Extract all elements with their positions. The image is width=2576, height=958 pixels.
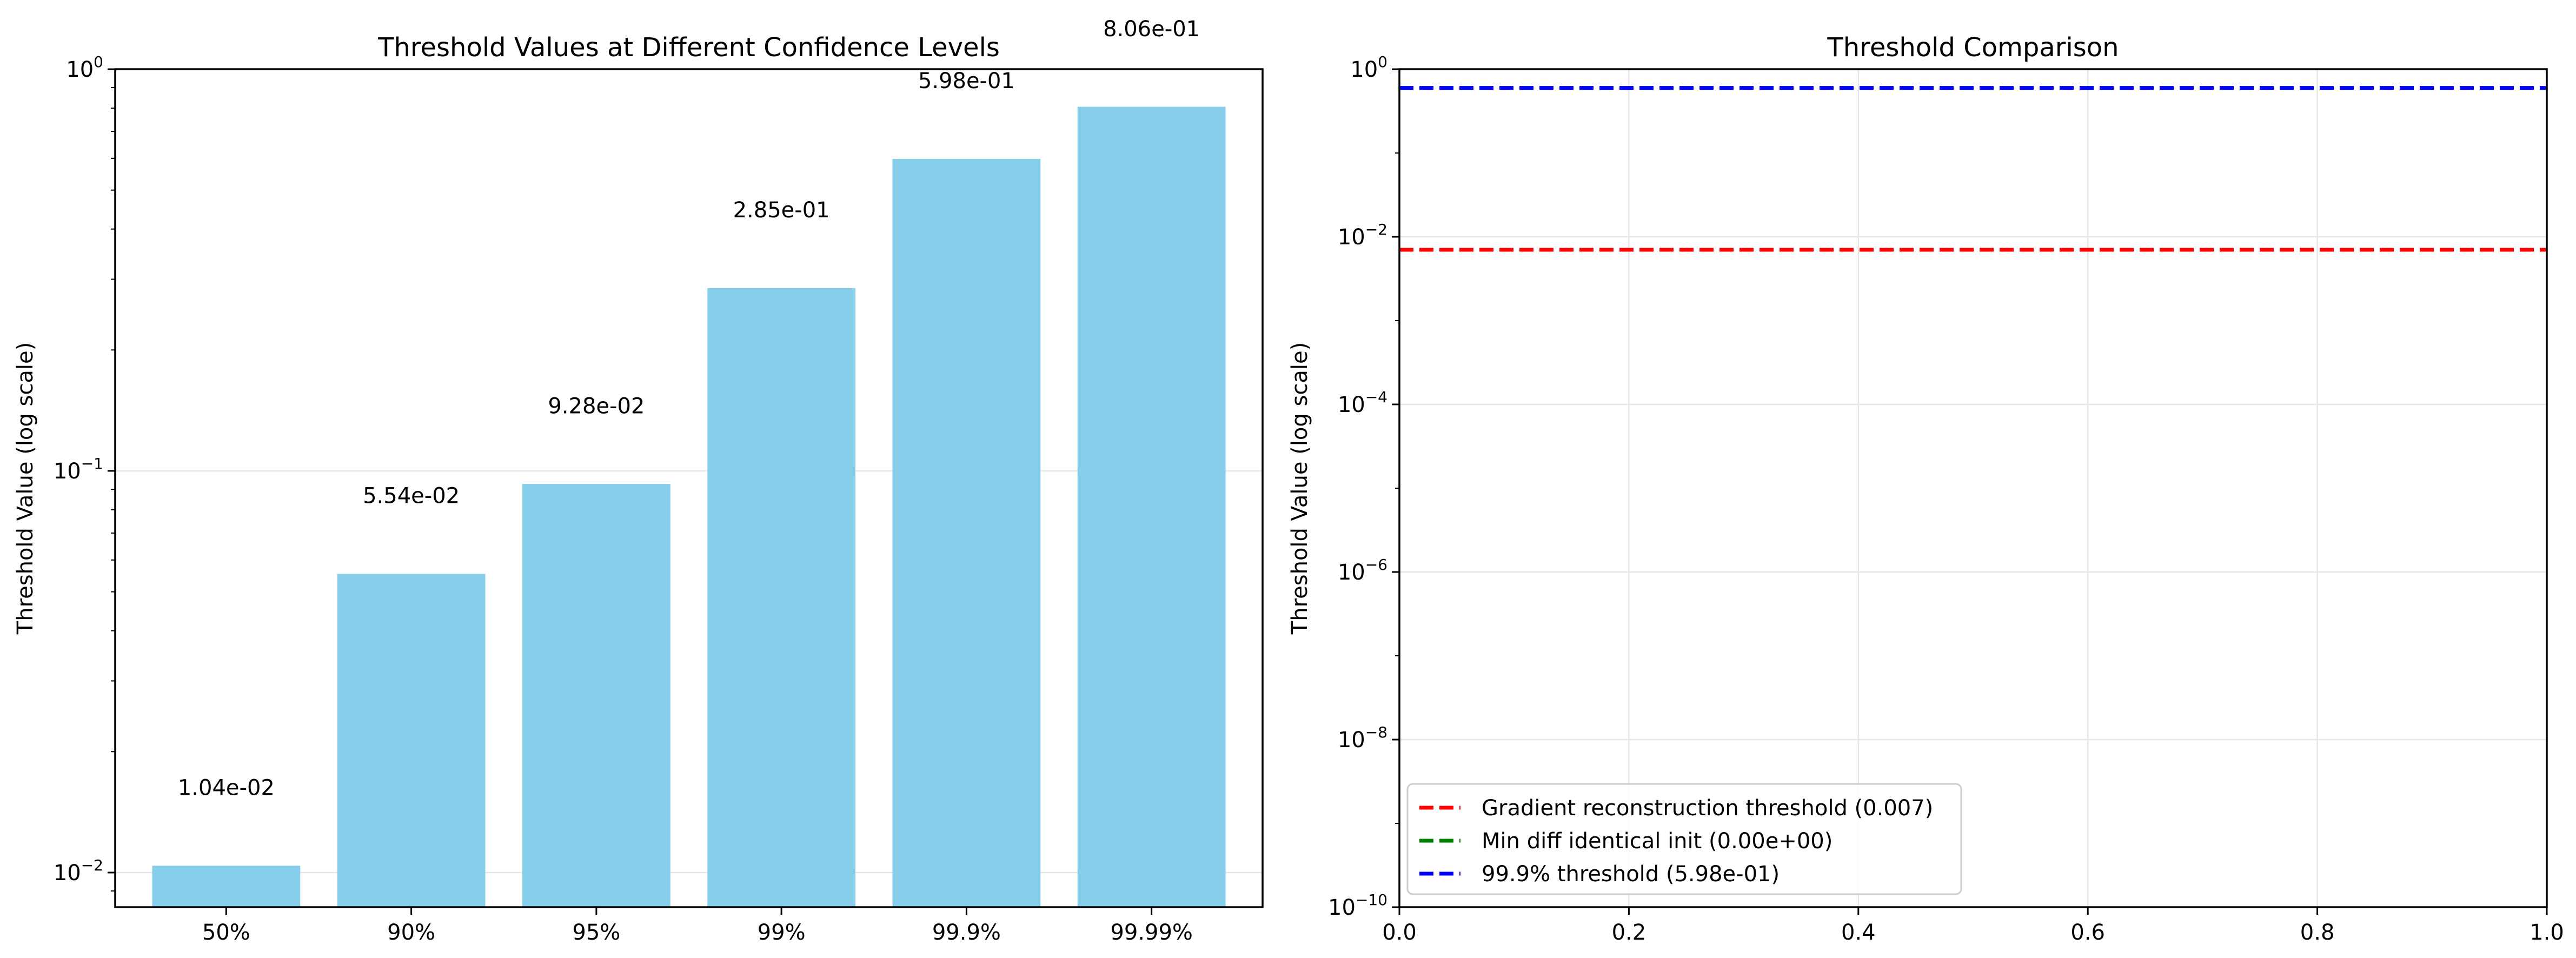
line-chart-y-tick-label: 10−4 [1338, 388, 1387, 417]
bar-chart-x-tick-label: 50% [202, 920, 250, 945]
line-chart-title: Threshold Comparison [1827, 32, 2119, 63]
bar [1077, 107, 1226, 907]
line-chart-y-tick-label: 10−2 [1338, 221, 1387, 250]
legend-entry-label: Min diff identical init (0.00e+00) [1482, 829, 1833, 854]
line-chart-x-tick-label: 0.4 [1841, 920, 1876, 945]
line-chart-y-tick-label: 100 [1350, 53, 1387, 82]
line-chart-x-tick-label: 0.6 [2070, 920, 2105, 945]
line-chart-y-tick-label: 10−8 [1338, 723, 1387, 753]
bar-value-label: 1.04e-02 [178, 775, 275, 800]
line-chart-y-axis-label: Threshold Value (log scale) [1287, 342, 1312, 635]
line-chart-lines [1399, 86, 2547, 252]
line-chart-x-tick-label: 0.0 [1382, 920, 1417, 945]
bar-chart-value-labels: 1.04e-02 5.54e-02 9.28e-02 2.85e-01 5.98e-01… [178, 17, 1200, 801]
bar-chart-x-tick-label: 90% [387, 920, 435, 945]
line-chart-y-ticks: 10−10 10−8 10−6 10−4 10−2 100 [1328, 53, 1399, 920]
bar-value-label: 5.54e-02 [363, 484, 460, 509]
bar-chart-y-tick-label: 10−2 [54, 856, 103, 886]
bar [152, 866, 301, 907]
bar [892, 158, 1041, 908]
bar-value-label: 8.06e-01 [1103, 17, 1200, 42]
bar [337, 574, 486, 907]
line-chart-x-tick-label: 1.0 [2529, 920, 2564, 945]
line-chart-gridlines [1398, 68, 2548, 908]
bar-chart-y-tick-label: 100 [66, 53, 103, 82]
line-chart-panel: 10−10 10−8 10−6 10−4 10−2 100 0.0 0.2 0.4 0.6 0.8… [1287, 32, 2564, 945]
bar-chart-axes-frame [114, 68, 1264, 908]
bar-chart-y-tick-label: 10−1 [54, 455, 103, 484]
bar [522, 484, 670, 907]
bar-chart-panel: 10−2 10−1 100 50% 90% 95% 99% 99.9% 99.99% 1.04… [13, 17, 1264, 945]
line-chart-x-ticks: 0.0 0.2 0.4 0.6 0.8 1.0 [1382, 907, 2564, 945]
bar-value-label: 5.98e-01 [918, 69, 1015, 94]
line-chart-y-tick-label: 10−10 [1328, 891, 1387, 920]
line-chart-axes-frame [1398, 68, 2548, 908]
bar-chart-y-axis-label: Threshold Value (log scale) [13, 342, 38, 635]
bar-chart-x-tick-label: 95% [572, 920, 620, 945]
line-chart-x-tick-label: 0.8 [2300, 920, 2335, 945]
bar-value-label: 9.28e-02 [548, 394, 645, 418]
legend-entry-label: Gradient reconstruction threshold (0.007… [1482, 796, 1933, 821]
legend-entry-label: 99.9% threshold (5.98e-01) [1482, 862, 1780, 887]
bar-chart-bars [152, 107, 1226, 908]
bar-value-label: 2.85e-01 [733, 198, 830, 223]
line-chart-y-tick-label: 10−6 [1338, 556, 1387, 585]
bar-chart-y-ticks: 10−2 10−1 100 [54, 53, 115, 886]
legend-box [1406, 783, 1962, 895]
bar-chart-x-tick-label: 99.99% [1110, 920, 1193, 945]
bar [707, 288, 856, 907]
bar-chart-x-ticks: 50% 90% 95% 99% 99.9% 99.99% [202, 907, 1193, 945]
bar-chart-x-tick-label: 99% [758, 920, 806, 945]
line-chart-x-tick-label: 0.2 [1612, 920, 1646, 945]
bar-chart-title: Threshold Values at Different Confidence… [377, 32, 1000, 63]
bar-chart-x-tick-label: 99.9% [932, 920, 1001, 945]
line-chart-legend: Gradient reconstruction threshold (0.007… [1406, 783, 1962, 895]
